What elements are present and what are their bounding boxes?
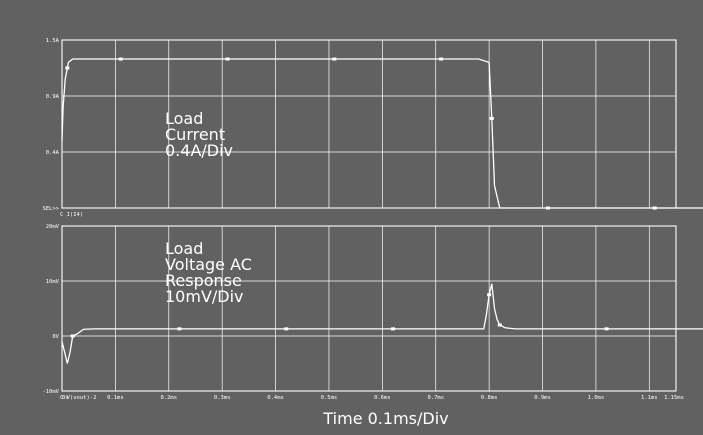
panel-2-annotation-line-2: Voltage AC [165,255,252,274]
panel-1-ytick-1: 1.5A [46,38,60,44]
x-tick-1: 0s [62,395,69,401]
panel-2-annotation-line-3: Response [165,271,242,290]
panel-2-marker-1 [70,334,75,338]
panel-1-ytick-4: SEL>> [42,206,59,212]
panel-2-ytick-2: 10mV [46,279,60,285]
panel-1-annotation-line-1: Load [165,109,203,128]
panel-1-marker-8 [652,206,657,210]
panel-1-annotation-line-2: Current [165,125,225,144]
x-tick-6: 0.5ms [321,395,338,401]
panel-2-frame [61,225,677,392]
panel-2-marker-2 [177,327,182,331]
x-tick-10: 0.9ms [534,395,551,401]
x-tick-4: 0.3ms [214,395,231,401]
panel-1-ytick-2: 0.9A [46,94,60,100]
panel-1-marker-2 [118,57,123,61]
panel-1-trace [61,58,703,209]
x-tick-5: 0.4ms [267,395,284,401]
panel-1-series-label: C I(I4) [60,212,83,218]
panel-1-marker-4 [332,57,337,61]
panel-2-ytick-1: 20mV [46,224,60,230]
panel-1-ytick-3: 0.4A [46,150,60,156]
panel-2-series-label: C V(vout)-2 [60,395,96,401]
panel-1-marker-1 [65,66,70,70]
panel-1-marker-5 [439,57,444,61]
panel-2-marker-5 [487,293,492,297]
x-tick-9: 0.8ms [481,395,498,401]
panel-2-marker-7 [604,327,609,331]
x-tick-8: 0.7ms [427,395,444,401]
x-tick-7: 0.6ms [374,395,391,401]
panel-2-ytick-3: 0V [52,334,59,340]
panel-1-annotation-line-3: 0.4A/Div [165,141,233,160]
x-axis-caption: Time 0.1ms/Div [322,409,448,428]
panel-2-marker-3 [284,327,289,331]
panel-2-ytick-4: -10mV [42,389,59,395]
panel-1-frame [61,39,677,209]
panel-1-marker-7 [545,206,550,210]
x-tick-11: 1.0ms [588,395,605,401]
panel-2-marker-4 [391,327,396,331]
panel-2-annotation-line-4: 10mV/Div [165,287,244,306]
x-tick-12: 1.1ms [641,395,658,401]
panel-1-marker-3 [225,57,230,61]
x-tick-13: 1.15ms [664,395,684,401]
panel-1-marker-6 [489,116,494,120]
panel-2-marker-6 [497,323,502,327]
x-tick-2: 0.1ms [107,395,124,401]
x-tick-3: 0.2ms [161,395,178,401]
panel-2-annotation-line-1: Load [165,239,203,258]
